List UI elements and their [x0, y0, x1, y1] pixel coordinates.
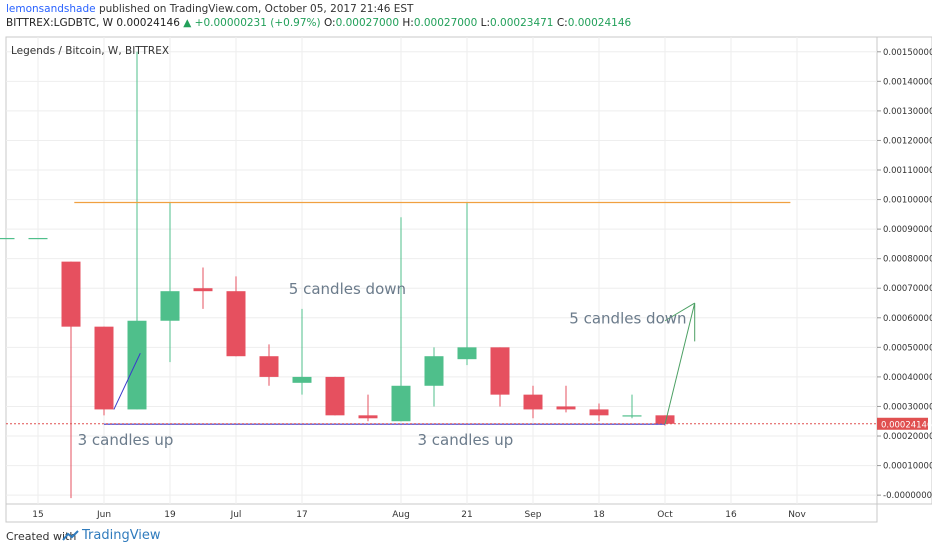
y-tick-label: 0.00040000: [883, 373, 932, 383]
x-tick-label: Aug: [392, 510, 410, 520]
up-triangle-icon: ▲: [183, 17, 192, 29]
x-tick-label: 19: [164, 510, 176, 520]
high-label: H:: [402, 17, 414, 29]
annotation-text: 3 candles up: [418, 431, 514, 449]
y-tick-label: 0.00110000: [883, 166, 932, 176]
candle-body: [655, 415, 675, 424]
last-price-tag: [877, 417, 928, 430]
x-tick-label: 21: [461, 510, 472, 520]
footer: Created with TradingView: [0, 524, 932, 550]
last-price: 0.00024146: [116, 17, 180, 29]
candle-body: [391, 385, 411, 422]
candle-body: [424, 356, 444, 386]
candle-body: [490, 347, 510, 395]
candles: [0, 51, 675, 499]
candle-body: [61, 261, 81, 327]
candle-body: [292, 376, 312, 383]
x-tick-label: 17: [296, 510, 307, 520]
y-tick-label: 0.00120000: [883, 136, 932, 146]
chart-area[interactable]: 0.00150000 0.00140000 0.00130000 0.00120000…: [0, 36, 932, 524]
x-tick-label: 18: [593, 510, 605, 520]
close-value: 0.00024146: [567, 17, 632, 29]
x-tick-label: Nov: [788, 510, 806, 520]
y-tick-label: 0.00130000: [883, 107, 932, 117]
x-tick-label: Jun: [96, 510, 111, 520]
x-tick-label: 16: [725, 510, 737, 520]
y-tick-label: 0.00020000: [883, 432, 932, 442]
created-with-text: Created with: [6, 530, 77, 543]
y-tick-label: 0.00050000: [883, 343, 932, 353]
grid-lines: [6, 37, 877, 504]
ohlc-bar: BITTREX:LGDBTC, W 0.00024146 ▲ +0.000002…: [6, 17, 631, 29]
tradingview-brand[interactable]: TradingView: [82, 528, 161, 543]
y-tick-label: 0.00080000: [883, 255, 932, 265]
candle-body: [160, 291, 180, 321]
open-label: O:: [323, 17, 336, 29]
annotation-text: 5 candles down: [569, 310, 686, 328]
price-axis: 0.00150000 0.00140000 0.00130000 0.00120000…: [877, 48, 932, 501]
y-tick-label: 0.00060000: [883, 314, 932, 324]
y-tick-label: 0.00010000: [883, 462, 932, 472]
chart-publish-info: lemonsandshade published on TradingView.…: [6, 3, 413, 15]
y-tick-label: 0.00140000: [883, 77, 932, 87]
candle-body: [28, 237, 48, 240]
low-label: L:: [480, 17, 491, 29]
candle-body: [193, 288, 213, 292]
candle-body: [127, 320, 147, 410]
candle-body: [226, 291, 246, 357]
author-link[interactable]: lemonsandshade: [6, 3, 96, 15]
y-tick-label: -0.00000000: [883, 491, 932, 501]
publish-text: published on TradingView.com, October 05…: [98, 3, 414, 15]
y-tick-label: 0.00150000: [883, 48, 932, 58]
annotation-text: 3 candles up: [78, 431, 174, 449]
candle-body: [0, 237, 15, 240]
y-tick-label: 0.00070000: [883, 284, 932, 294]
candle-body: [325, 376, 345, 416]
candle-body: [358, 415, 378, 419]
plot-frame: [5, 36, 878, 505]
candle-body: [622, 415, 642, 417]
x-tick-label: Sep: [525, 510, 542, 520]
candlestick-chart[interactable]: 0.00150000 0.00140000 0.00130000 0.00120000…: [0, 36, 932, 524]
close-label: C:: [556, 17, 568, 29]
candle-body: [457, 347, 477, 360]
y-tick-label: 0.00090000: [883, 225, 932, 235]
time-axis-panel[interactable]: [5, 503, 878, 523]
y-tick-label: 0.00030000: [883, 402, 932, 412]
candle-body: [259, 356, 279, 377]
candle-body: [94, 326, 114, 410]
annotation-labels: 5 candles down 5 candles down 3 candles up…: [78, 280, 687, 449]
x-tick-label: Jul: [230, 510, 242, 520]
candle-body: [523, 394, 543, 410]
high-value: 0.00027000: [413, 17, 478, 29]
candle-body: [589, 409, 609, 416]
x-tick-label: Oct: [657, 510, 673, 520]
projection-arrow-branch: [664, 302, 695, 322]
y-tick-label: 0.00100000: [883, 196, 932, 206]
open-value: 0.00027000: [335, 17, 400, 29]
rally-trend-line: [113, 353, 141, 410]
low-value: 0.00023471: [490, 17, 554, 29]
annotation-text: 5 candles down: [289, 280, 406, 298]
price-change: +0.00000231 (+0.97%): [194, 17, 321, 29]
candle-body: [556, 406, 576, 410]
time-axis: 15 Jun 19 Jul 17 Aug 21 Sep 18 Oct 16 Nov: [32, 510, 806, 520]
last-price-tag-label: 0.00024146: [881, 420, 932, 430]
drawings: 0.00024146: [6, 201, 932, 430]
symbol-label: BITTREX:LGDBTC, W: [6, 17, 114, 29]
chart-title: Legends / Bitcoin, W, BITTREX: [11, 45, 169, 57]
tradingview-logo-icon: [62, 530, 79, 541]
x-tick-label: 15: [32, 510, 43, 520]
